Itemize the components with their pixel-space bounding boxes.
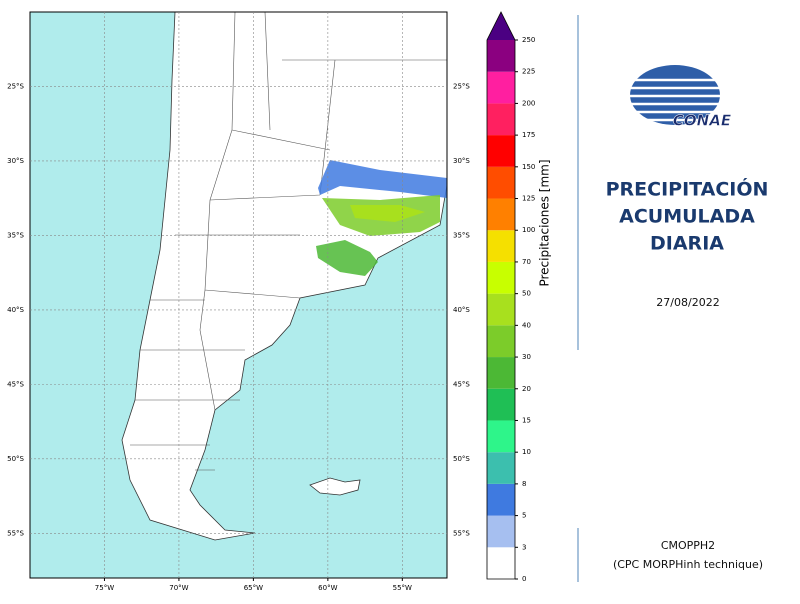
y-tick-label: 30°S <box>7 157 24 165</box>
colorbar-tick-label: 70 <box>522 258 531 266</box>
colorbar-tick-label: 150 <box>522 163 535 171</box>
colorbar-extend <box>487 12 515 40</box>
y-tick-label: 55°S <box>453 529 470 537</box>
colorbar-tick-label: 200 <box>522 99 535 107</box>
colorbar-tick-label: 15 <box>522 416 531 424</box>
x-tick-label: 55°W <box>393 584 412 592</box>
colorbar-segment <box>487 135 515 167</box>
colorbar-segment <box>487 261 515 294</box>
colorbar-segment <box>487 198 515 231</box>
colorbar-segment <box>487 166 515 199</box>
colorbar-segment <box>487 103 515 136</box>
y-tick-label: 25°S <box>7 82 24 90</box>
precip-area <box>318 160 447 198</box>
y-tick-label: 40°S <box>453 306 470 314</box>
colorbar-tick-label: 0 <box>522 575 526 583</box>
y-tick-label: 30°S <box>453 157 470 165</box>
colorbar-segment <box>487 515 515 548</box>
title-line: DIARIA <box>650 233 724 255</box>
y-tick-label: 50°S <box>7 455 24 463</box>
colorbar-segment <box>487 357 515 389</box>
colorbar-segment <box>487 483 515 516</box>
x-tick-label: 60°W <box>318 584 337 592</box>
y-tick-label: 25°S <box>453 82 470 90</box>
colorbar-segment <box>487 293 515 326</box>
colorbar-segment <box>487 547 515 579</box>
colorbar-segment <box>487 420 515 453</box>
y-tick-label: 35°S <box>453 231 470 239</box>
colorbar-tick-label: 10 <box>522 448 531 456</box>
precip-area <box>350 205 425 222</box>
colorbar-tick-label: 20 <box>522 385 531 393</box>
colorbar-segment <box>487 452 515 484</box>
product: CMOPPH2 <box>661 539 715 552</box>
map-frame <box>29 11 448 579</box>
technique: (CPC MORPHinh technique) <box>613 558 763 571</box>
x-tick-label: 75°W <box>95 584 114 592</box>
colorbar-segment <box>487 40 515 72</box>
colorbar-tick-label: 40 <box>522 321 531 329</box>
x-tick-label: 65°W <box>244 584 263 592</box>
y-tick-label: 40°S <box>7 306 24 314</box>
land <box>121 11 448 541</box>
y-tick-label: 55°S <box>7 529 24 537</box>
title: PRECIPITACIÓN ACUMULADA DIARIA <box>606 177 769 255</box>
colorbar-frame <box>486 11 516 580</box>
logo-text: CONAE <box>673 112 732 130</box>
y-tick-label: 45°S <box>7 380 24 388</box>
colorbar-tick-label: 175 <box>522 131 535 139</box>
colorbar-segment <box>487 325 515 358</box>
y-tick-label: 50°S <box>453 455 470 463</box>
y-tick-label: 35°S <box>7 231 24 239</box>
colorbar-tick-label: 125 <box>522 195 535 203</box>
colorbar-segment <box>487 71 515 104</box>
colorbar-segment <box>487 230 515 262</box>
colorbar-tick-label: 250 <box>522 36 535 44</box>
x-tick-label: 70°W <box>169 584 188 592</box>
colorbar-tick-label: 225 <box>522 68 535 76</box>
title-line: PRECIPITACIÓN <box>606 177 769 201</box>
date: 27/08/2022 <box>656 296 719 309</box>
precip-area <box>316 240 378 276</box>
colorbar-tick-label: 5 <box>522 512 526 520</box>
colorbar-tick-label: 50 <box>522 290 531 298</box>
colorbar-tick-label: 100 <box>522 226 535 234</box>
logo-stripes <box>630 78 720 122</box>
colorbar-label: Precipitaciones [mm] <box>538 159 552 286</box>
borders <box>130 11 447 471</box>
logo: CONAE <box>630 65 732 130</box>
y-tick-label: 45°S <box>453 380 470 388</box>
map <box>29 11 448 579</box>
islands <box>309 477 361 496</box>
title-line: ACUMULADA <box>619 206 755 228</box>
colorbar-segment <box>487 388 515 421</box>
colorbar-tick-label: 30 <box>522 353 531 361</box>
colorbar-tick-label: 8 <box>522 480 526 488</box>
colorbar-tick-label: 3 <box>522 543 526 551</box>
